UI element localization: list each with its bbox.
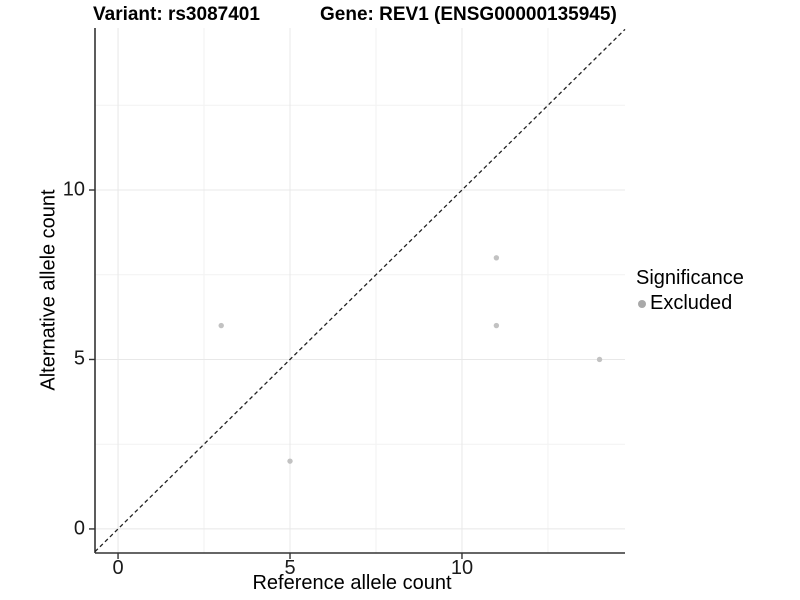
y-tick-label: 10 xyxy=(62,178,85,201)
data-point xyxy=(218,322,224,329)
legend-item-label: Excluded xyxy=(650,292,733,314)
x-axis-title: Reference allele count xyxy=(252,572,452,594)
identity-dashed-line xyxy=(94,28,626,553)
plot-title-gene: Gene: REV1 (ENSG00000135945) xyxy=(320,4,617,25)
data-point xyxy=(287,458,293,464)
data-point xyxy=(596,356,603,363)
y-axis-title: Alternative allele count xyxy=(37,189,60,391)
legend-item-excluded: Excluded xyxy=(638,292,744,315)
y-tick-label: 5 xyxy=(73,347,85,370)
plot-title-variant: Variant: rs3087401 xyxy=(93,4,260,25)
legend-title: Significance xyxy=(636,267,744,289)
x-tick-label: 0 xyxy=(112,557,124,579)
legend-key-dot-icon xyxy=(638,299,646,308)
x-tick-label: 10 xyxy=(450,557,474,579)
x-tick-label: 5 xyxy=(284,557,296,579)
y-tick-label: 0 xyxy=(73,517,85,540)
data-point xyxy=(493,255,500,261)
data-point xyxy=(493,322,500,329)
legend: Significance Excluded xyxy=(636,267,744,315)
